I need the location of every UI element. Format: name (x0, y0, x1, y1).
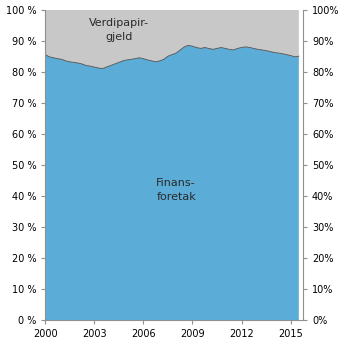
Text: Verdipapir-
gjeld: Verdipapir- gjeld (89, 18, 149, 42)
Text: Finans-
foretak: Finans- foretak (156, 178, 196, 202)
